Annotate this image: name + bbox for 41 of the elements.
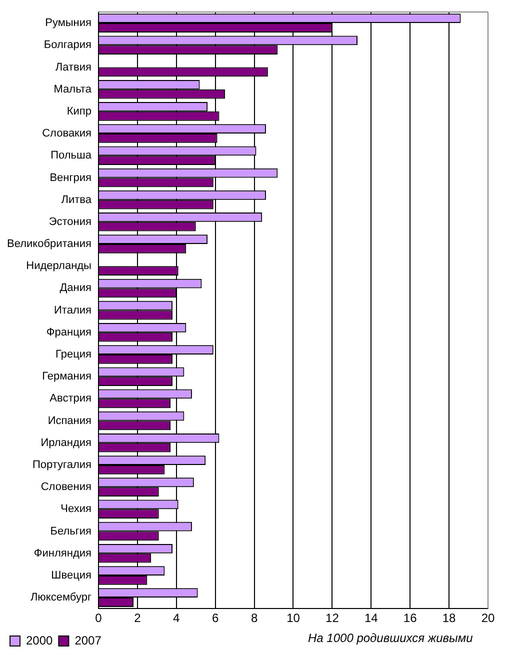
y-tick-label: Швеция	[51, 569, 92, 582]
y-tick-label: Чехия	[60, 503, 92, 516]
y-tick-label: Испания	[48, 414, 92, 427]
y-tick-label: Австрия	[50, 392, 92, 405]
x-tick-label: 2	[134, 611, 142, 626]
y-tick-label: Франция	[46, 326, 92, 338]
x-tick-label: 18	[442, 611, 456, 626]
y-tick-label: Ирландия	[40, 436, 92, 449]
y-tick-label: Литва	[61, 194, 92, 206]
y-tick-label: Румыния	[45, 17, 92, 30]
legend-label: 2000	[26, 633, 54, 648]
x-tick-label: 6	[212, 611, 219, 626]
y-tick-label: Словения	[40, 481, 92, 494]
y-tick-label: Италия	[54, 304, 92, 316]
y-tick-label: Мальта	[54, 83, 92, 96]
y-tick-label: Эстония	[48, 216, 92, 228]
x-tick-label: 10	[286, 611, 300, 626]
x-tick-label: 14	[364, 611, 378, 626]
x-tick-label: 16	[403, 611, 418, 626]
x-axis-title: На 1000 родившихся живыми	[308, 631, 473, 645]
x-tick-label: 20	[481, 611, 495, 626]
y-tick-label: Португалия	[32, 459, 92, 472]
y-tick-label: Люксембург	[30, 592, 92, 604]
y-tick-label: Нидерланды	[26, 260, 92, 272]
y-tick-label: Великобритания	[6, 238, 92, 250]
y-tick-label: Польша	[50, 150, 92, 162]
x-tick-label: 12	[326, 611, 340, 626]
y-tick-label: Венгрия	[50, 172, 92, 184]
x-tick-label: 8	[250, 611, 258, 626]
y-tick-label: Греция	[55, 348, 92, 361]
x-tick-label: 4	[173, 611, 180, 626]
y-tick-label: Словакия	[42, 128, 92, 140]
y-tick-label: Дания	[60, 282, 92, 294]
y-tick-label: Бельгия	[50, 525, 92, 538]
x-tick-label: 0	[95, 611, 102, 626]
y-tick-label: Германия	[42, 370, 92, 383]
y-tick-label: Болгария	[44, 39, 92, 52]
y-tick-label: Латвия	[55, 61, 92, 74]
y-tick-label: Кипр	[66, 105, 92, 118]
legend-label: 2007	[74, 633, 102, 648]
y-tick-label: Финляндия	[34, 547, 92, 560]
